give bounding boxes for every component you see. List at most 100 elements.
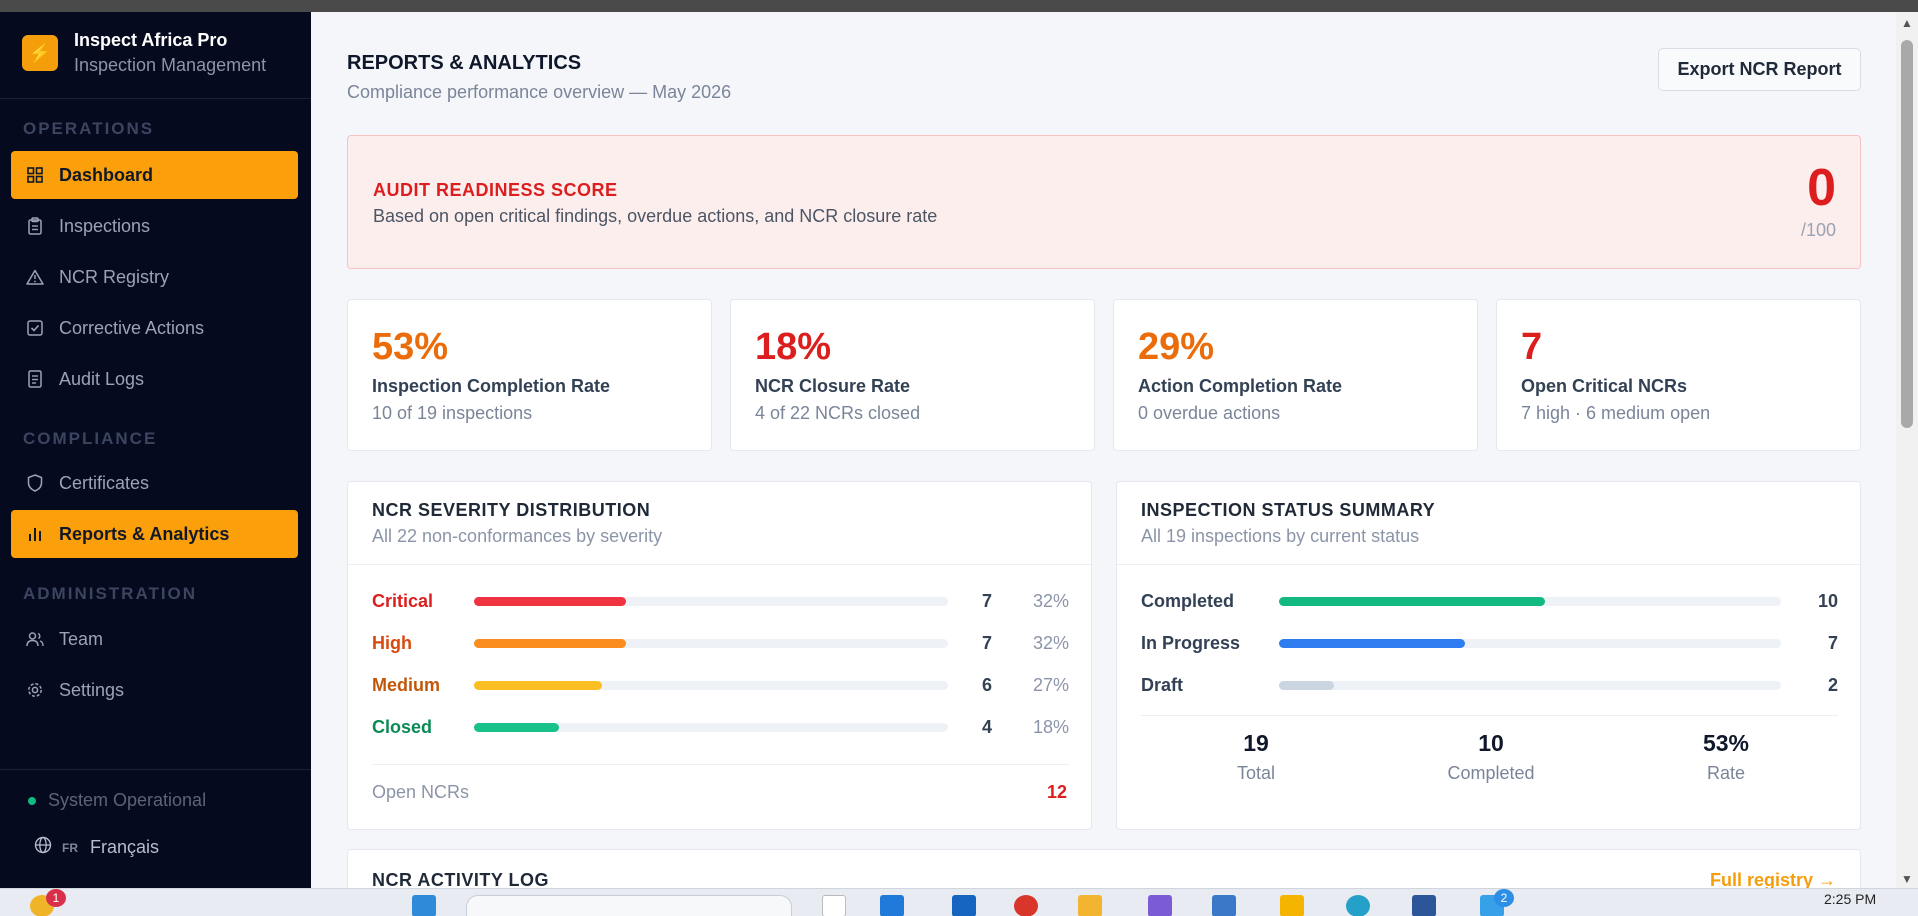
taskbar-search-input[interactable] <box>466 895 792 916</box>
scrollbar[interactable]: ▲ ▼ <box>1896 12 1918 888</box>
panel-subtitle: All 22 non-conformances by severity <box>372 526 663 546</box>
kpi-card: 7 Open Critical NCRs 7 high · 6 medium o… <box>1496 299 1861 451</box>
severity-count: 7 <box>981 590 992 611</box>
taskbar: 1 2 2:25 PM <box>0 888 1918 916</box>
kpi-value: 7 <box>1521 326 1543 368</box>
panel-subtitle: All 19 inspections by current status <box>1141 526 1420 546</box>
ncr-severity-panel: NCR SEVERITY DISTRIBUTION All 22 non-con… <box>347 481 1092 830</box>
severity-percent: 18% <box>1032 716 1069 737</box>
system-status: System Operational <box>28 790 206 811</box>
divider <box>0 769 311 770</box>
sidebar-item-certificates[interactable]: Certificates <box>11 459 298 507</box>
globe-icon <box>34 836 52 859</box>
system-status-text: System Operational <box>48 790 207 810</box>
sidebar-item-ncr-registry[interactable]: NCR Registry <box>11 253 298 301</box>
sidebar-item-team[interactable]: Team <box>11 615 298 663</box>
stat-rate: 53% Rate <box>1646 730 1806 784</box>
sidebar-item-reports-analytics[interactable]: Reports & Analytics <box>11 510 298 558</box>
kpi-value: 18% <box>755 326 832 368</box>
app-icon[interactable] <box>1412 895 1436 916</box>
divider <box>372 764 1069 765</box>
kpi-subtext: 10 of 19 inspections <box>372 403 533 423</box>
sidebar-item-dashboard[interactable]: Dashboard <box>11 151 298 199</box>
kpi-subtext: 0 overdue actions <box>1138 403 1281 423</box>
app-icon[interactable] <box>952 895 976 916</box>
users-icon <box>25 629 45 649</box>
notification-badge: 2 <box>1494 889 1514 907</box>
folder-icon[interactable] <box>1078 895 1102 916</box>
severity-percent: 27% <box>1032 674 1069 695</box>
status-label: In Progress <box>1141 632 1241 653</box>
severity-count: 6 <box>981 674 992 695</box>
severity-row: Closed 4 18% <box>372 715 1069 739</box>
progress-track <box>474 723 948 732</box>
bar-chart-icon <box>25 524 45 544</box>
divider <box>1141 715 1838 716</box>
stat-label: Completed <box>1447 763 1535 783</box>
sidebar-item-audit-logs[interactable]: Audit Logs <box>11 355 298 403</box>
app-icon[interactable] <box>1148 895 1172 916</box>
severity-row: Critical 7 32% <box>372 589 1069 613</box>
sidebar-item-label: NCR Registry <box>59 266 170 287</box>
app-icon[interactable] <box>1212 895 1236 916</box>
sidebar-item-label: Corrective Actions <box>59 317 205 338</box>
scrollbar-thumb[interactable] <box>1901 40 1913 428</box>
sidebar-item-label: Dashboard <box>59 164 154 185</box>
main-content: REPORTS & ANALYTICS Compliance performan… <box>311 12 1896 909</box>
clipboard-icon <box>25 216 45 236</box>
sidebar-item-inspections[interactable]: Inspections <box>11 202 298 250</box>
app-icon[interactable] <box>1280 895 1304 916</box>
app-icon[interactable] <box>822 895 846 916</box>
scroll-down-arrow-icon[interactable]: ▼ <box>1901 872 1913 886</box>
section-label-administration: ADMINISTRATION <box>23 584 198 603</box>
progress-track <box>1279 639 1781 648</box>
progress-fill <box>1279 681 1335 690</box>
kpi-value: 29% <box>1138 326 1215 368</box>
sidebar-item-label: Reports & Analytics <box>59 523 230 544</box>
audit-readiness-max: /100 <box>1800 220 1836 240</box>
progress-fill <box>1279 639 1465 648</box>
clock[interactable]: 2:25 PM <box>1824 891 1877 907</box>
app-name: Inspect Africa Pro <box>74 30 228 50</box>
scroll-up-arrow-icon[interactable]: ▲ <box>1901 16 1913 30</box>
severity-label: Critical <box>372 590 434 611</box>
sidebar-item-label: Audit Logs <box>59 368 145 389</box>
browser-icon[interactable] <box>1014 895 1038 916</box>
language-code: FR <box>62 840 78 855</box>
severity-count: 4 <box>981 716 992 737</box>
panel-title: NCR SEVERITY DISTRIBUTION <box>372 500 651 520</box>
progress-track <box>1279 597 1781 606</box>
stat-value: 19 <box>1243 730 1269 756</box>
grid-icon <box>25 165 45 185</box>
progress-fill <box>1279 597 1546 606</box>
progress-fill <box>474 639 626 648</box>
section-label-operations: OPERATIONS <box>23 119 155 138</box>
sidebar-item-corrective-actions[interactable]: Corrective Actions <box>11 304 298 352</box>
kpi-subtext: 4 of 22 NCRs closed <box>755 403 921 423</box>
sidebar-item-label: Inspections <box>59 215 151 236</box>
brand[interactable]: ⚡ Inspect Africa Pro Inspection Manageme… <box>22 30 266 76</box>
divider <box>1117 564 1860 565</box>
export-ncr-report-button[interactable]: Export NCR Report <box>1658 48 1861 91</box>
status-label: Draft <box>1141 674 1184 695</box>
stat-value: 53% <box>1702 730 1750 756</box>
open-ncrs-label: Open NCRs <box>372 782 470 802</box>
full-registry-link[interactable]: Full registry → <box>1709 870 1836 890</box>
lightning-logo-icon: ⚡ <box>22 35 58 71</box>
status-count: 2 <box>1827 674 1838 695</box>
language-switcher[interactable]: FR Français <box>34 836 159 859</box>
kpi-label: Inspection Completion Rate <box>372 376 611 396</box>
progress-fill <box>474 597 626 606</box>
start-icon[interactable] <box>412 895 436 916</box>
app-icon[interactable] <box>1346 895 1370 916</box>
kpi-card: 29% Action Completion Rate 0 overdue act… <box>1113 299 1478 451</box>
kpi-subtext: 7 high · 6 medium open <box>1521 403 1711 423</box>
progress-fill <box>474 681 602 690</box>
scroll-log-icon <box>25 369 45 389</box>
sidebar-item-settings[interactable]: Settings <box>11 666 298 714</box>
app-icon[interactable] <box>880 895 904 916</box>
checkbox-icon <box>25 318 45 338</box>
stat-completed: 10 Completed <box>1411 730 1571 784</box>
kpi-label: Open Critical NCRs <box>1521 376 1688 396</box>
status-row: Completed 10 <box>1141 589 1838 613</box>
